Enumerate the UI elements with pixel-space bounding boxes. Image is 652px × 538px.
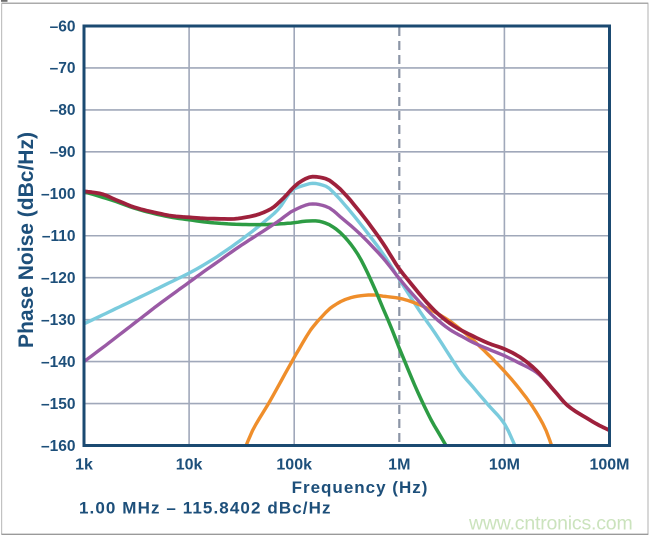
svg-text:–120: –120 bbox=[41, 270, 75, 287]
svg-text:1k: 1k bbox=[75, 457, 93, 474]
svg-text:Frequency (Hz): Frequency (Hz) bbox=[292, 478, 429, 497]
svg-text:www.cntronics.com: www.cntronics.com bbox=[468, 513, 632, 535]
svg-text:100k: 100k bbox=[276, 457, 312, 474]
svg-text:–80: –80 bbox=[50, 102, 76, 119]
svg-text:–110: –110 bbox=[42, 228, 76, 245]
svg-text:–100: –100 bbox=[41, 186, 75, 203]
svg-text:1.00 MHz – 115.8402 dBc/Hz: 1.00 MHz – 115.8402 dBc/Hz bbox=[79, 499, 332, 518]
svg-text:–70: –70 bbox=[50, 60, 76, 77]
svg-text:–140: –140 bbox=[41, 354, 75, 371]
svg-text:–130: –130 bbox=[41, 312, 75, 329]
svg-text:Phase Noise (dBc/Hz): Phase Noise (dBc/Hz) bbox=[15, 132, 38, 348]
svg-text:100M: 100M bbox=[589, 457, 629, 474]
svg-text:10k: 10k bbox=[176, 457, 203, 474]
svg-text:–150: –150 bbox=[41, 396, 75, 413]
svg-text:–90: –90 bbox=[50, 144, 76, 161]
svg-text:–60: –60 bbox=[50, 18, 76, 35]
svg-text:–160: –160 bbox=[41, 438, 75, 455]
svg-text:1M: 1M bbox=[388, 457, 410, 474]
svg-text:10M: 10M bbox=[489, 457, 520, 474]
